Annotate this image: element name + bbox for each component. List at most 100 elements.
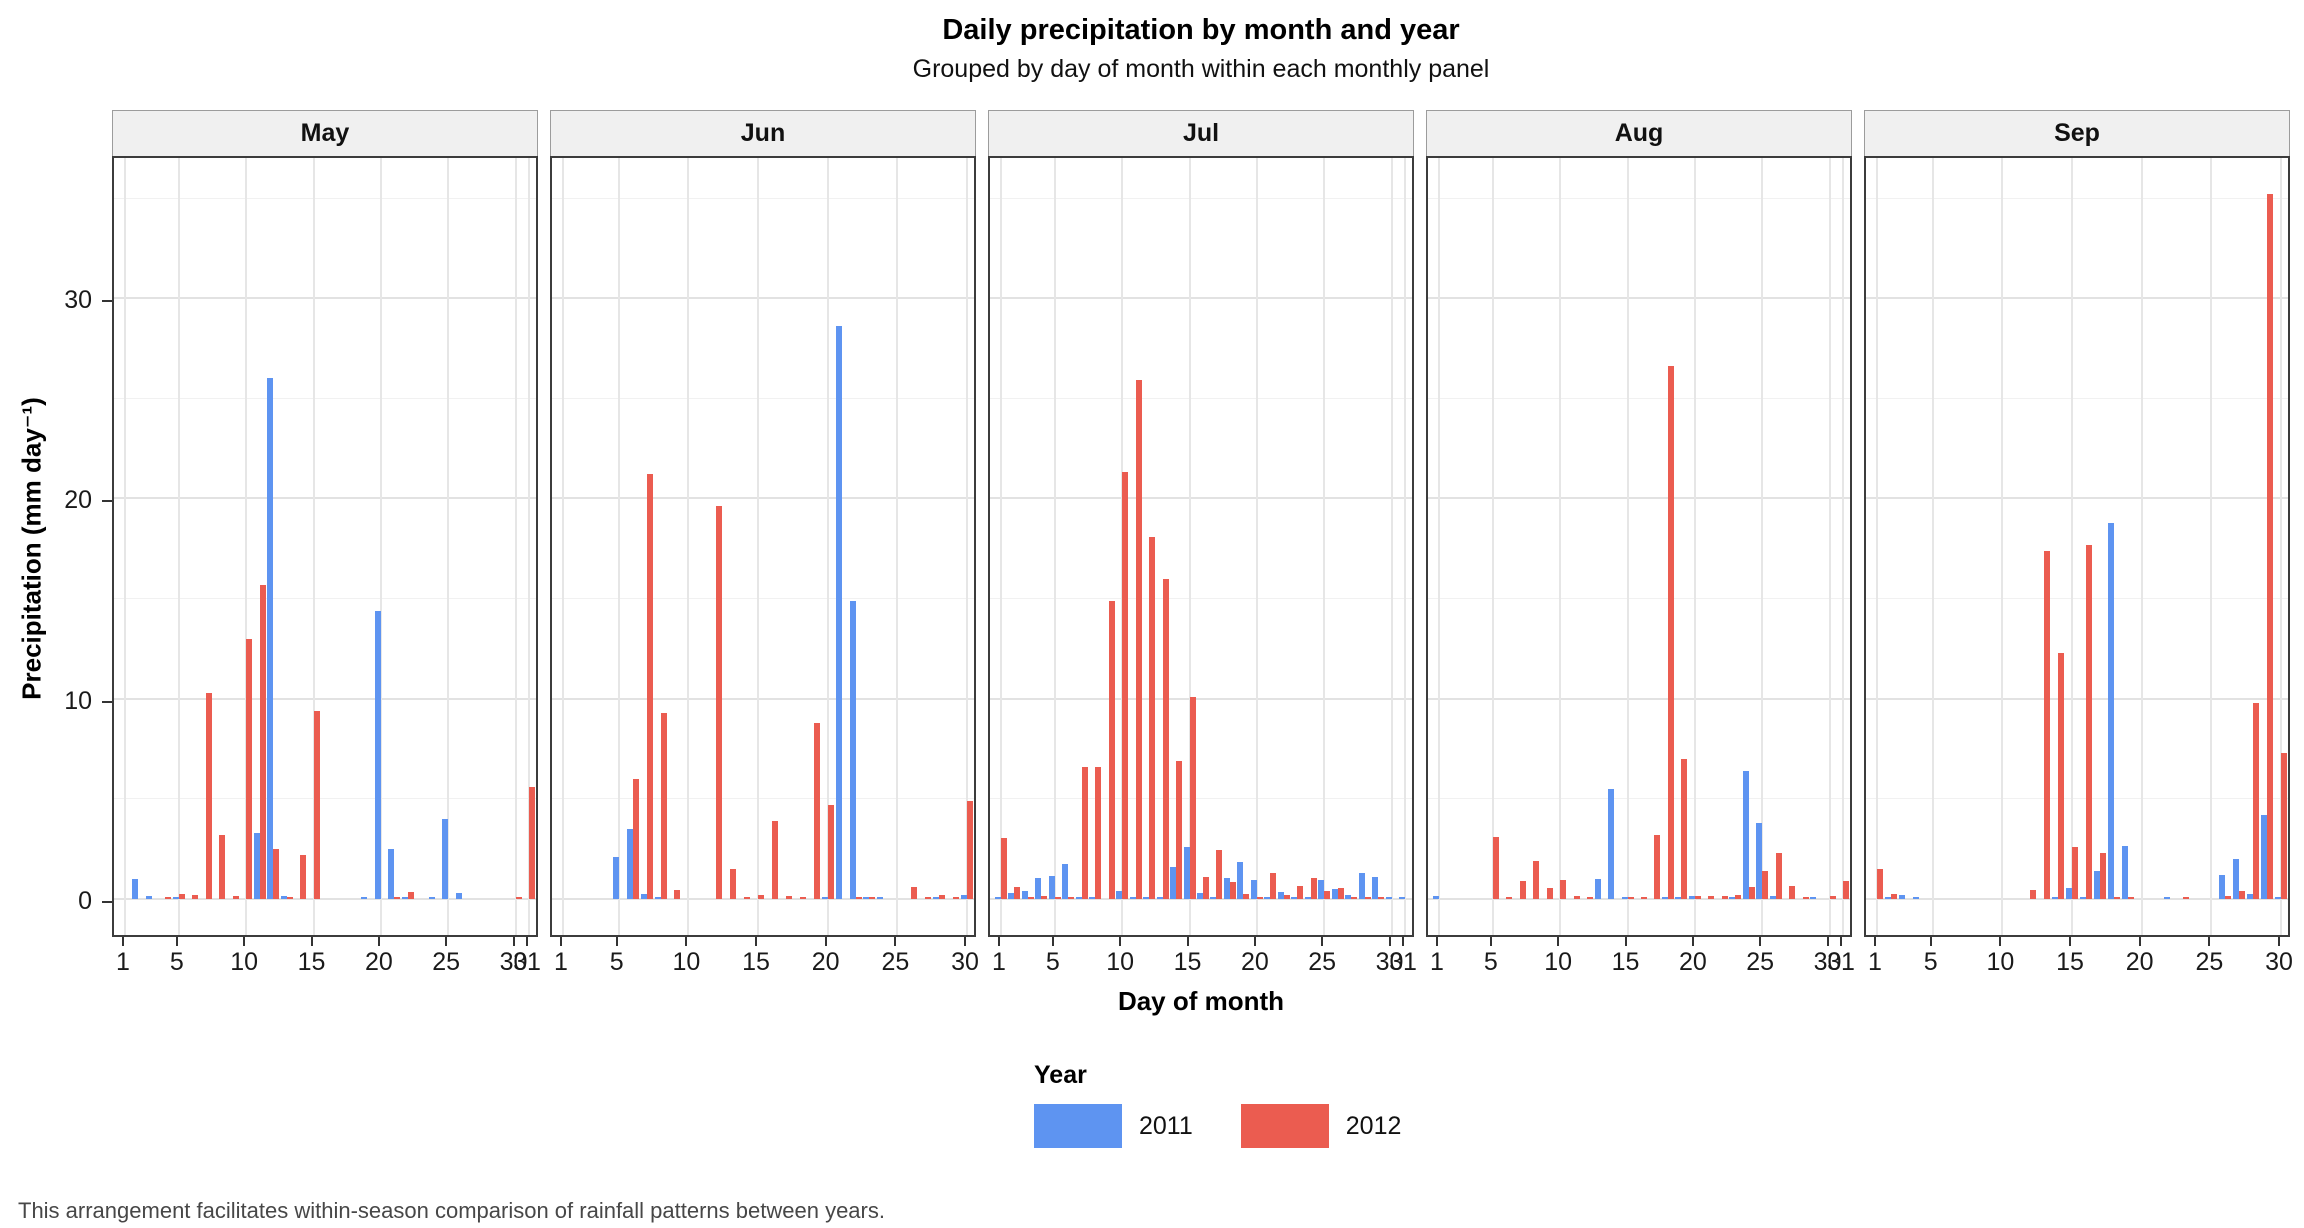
x-tick-label: 5 (1045, 948, 1060, 976)
bar-2012-day23 (1297, 885, 1304, 899)
bar-2011-day15 (2066, 887, 2073, 899)
x-axis: 1 5 10 15 20 25 30 31 (1426, 937, 1855, 983)
bar-2012-day6 (1506, 896, 1513, 899)
bar-2011-day20 (1688, 895, 1695, 899)
gridline-major-v (1559, 158, 1562, 935)
bar-2012-day7 (1519, 880, 1526, 899)
bar-2012-day30 (1829, 895, 1836, 899)
x-axis-title: Day of month (1117, 986, 1285, 1016)
bar-2011-day24 (877, 896, 884, 899)
bar-2012-day11 (1573, 895, 1580, 899)
x-tick-label: 10 (672, 948, 701, 976)
bar-2012-day16 (1203, 876, 1209, 899)
bar-2012-day9 (232, 895, 239, 899)
bar-2012-day27 (1351, 896, 1358, 899)
bar-2011-day6 (626, 828, 633, 899)
x-tick-mark (122, 937, 124, 946)
bar-2012-day28 (1364, 896, 1371, 899)
gridline-minor-h (114, 798, 536, 800)
x-tick-mark (175, 937, 178, 946)
bar-2011-day5 (1048, 875, 1055, 899)
bar-2012-day15 (313, 710, 320, 899)
bar-2012-day30 (967, 800, 973, 899)
bar-2012-day27 (1789, 885, 1796, 899)
x-tick-label: 20 (364, 948, 393, 976)
x-tick-label: 5 (169, 948, 184, 976)
facet-panels: May 1 5 10 15 20 25 30 31 Jun 1 5 10 15 20 25 30 Jul 1 5 10 1… (112, 110, 2293, 983)
x-tick-mark (2069, 937, 2072, 946)
x-tick-mark (615, 937, 618, 946)
gridline-major-h (990, 297, 1412, 300)
bar-2012-day19 (1243, 893, 1250, 899)
facet-panel-jul: Jul 1 5 10 15 20 25 30 31 (988, 110, 1417, 983)
y-tick-mark (102, 900, 112, 903)
bar-2012-day8 (660, 712, 667, 899)
x-tick-mark (1691, 937, 1694, 946)
bar-2011-day14 (1608, 788, 1615, 899)
bar-2012-day30 (2281, 752, 2287, 899)
bar-2012-day21 (1270, 872, 1277, 899)
bar-2012-day15 (1189, 696, 1196, 899)
bar-2012-day9 (674, 889, 681, 899)
gridline-minor-h (1428, 598, 1850, 600)
bar-2011-day24 (428, 896, 435, 899)
bar-2012-day17 (785, 895, 792, 899)
x-tick-label: 5 (609, 948, 624, 976)
x-tick-label: 25 (1308, 948, 1337, 976)
bar-2011-day21 (1264, 896, 1271, 899)
bar-2011-day21 (388, 848, 395, 899)
bar-2011-day30 (1385, 896, 1392, 899)
bar-2012-day6 (192, 894, 199, 899)
bar-2011-day19 (2121, 845, 2128, 899)
bar-2011-day10 (1116, 890, 1123, 899)
plot-area (988, 156, 1414, 937)
gridline-minor-h (1866, 598, 2288, 600)
gridline-major-v (124, 158, 126, 935)
bar-2012-day3 (1027, 896, 1034, 899)
bar-2012-day22 (1283, 894, 1290, 899)
gridline-major-v (514, 158, 517, 935)
x-tick-label: 30 (1375, 948, 1404, 976)
bar-2012-day27 (2239, 890, 2246, 899)
bar-2012-day12 (2030, 889, 2037, 899)
bar-2011-day31 (1399, 896, 1405, 899)
x-axis: 1 5 10 15 20 25 30 31 (988, 937, 1417, 983)
bar-2012-day29 (2267, 193, 2274, 899)
y-tick-label: 10 (64, 686, 92, 715)
gridline-major-v (447, 158, 450, 935)
gridline-minor-h (1428, 397, 1850, 399)
x-tick-label: 30 (2265, 948, 2293, 976)
bar-2011-day19 (1675, 896, 1682, 899)
bar-2012-day14 (744, 896, 751, 899)
bar-2011-day23 (863, 896, 870, 899)
bar-2012-day10 (1560, 879, 1567, 899)
gridline-major-h (1866, 497, 2288, 500)
x-tick-mark (1826, 937, 1829, 946)
bar-2012-day5 (1054, 896, 1061, 899)
gridline-major-h (552, 297, 974, 300)
facet-strip: May (112, 110, 538, 156)
bar-2012-day13 (730, 868, 737, 899)
gridline-major-v (2280, 158, 2282, 935)
x-tick-mark (512, 937, 515, 946)
bar-2012-day9 (1546, 887, 1553, 899)
bar-2011-day19 (1237, 861, 1244, 899)
bar-2011-day18 (2107, 522, 2114, 899)
plot-area (1864, 156, 2290, 937)
y-tick-mark (102, 300, 112, 303)
bar-2011-day25 (1756, 822, 1763, 899)
facet-panel-jun: Jun 1 5 10 15 20 25 30 (550, 110, 979, 983)
x-tick-mark (1759, 937, 1762, 946)
x-axis: 1 5 10 15 20 25 30 (550, 937, 979, 983)
gridline-minor-h (990, 598, 1412, 600)
bar-2011-day27 (2233, 858, 2240, 899)
x-tick-label: 10 (1986, 948, 2015, 976)
bar-2012-day11 (259, 584, 266, 899)
x-tick-mark (1874, 937, 1876, 946)
bar-2012-day25 (1324, 890, 1331, 899)
bar-2011-day20 (821, 896, 828, 899)
x-tick-label: 1 (1430, 948, 1444, 976)
facet-strip: Jun (550, 110, 976, 156)
bar-2012-day20 (827, 804, 834, 899)
x-tick-mark (1557, 937, 1560, 946)
